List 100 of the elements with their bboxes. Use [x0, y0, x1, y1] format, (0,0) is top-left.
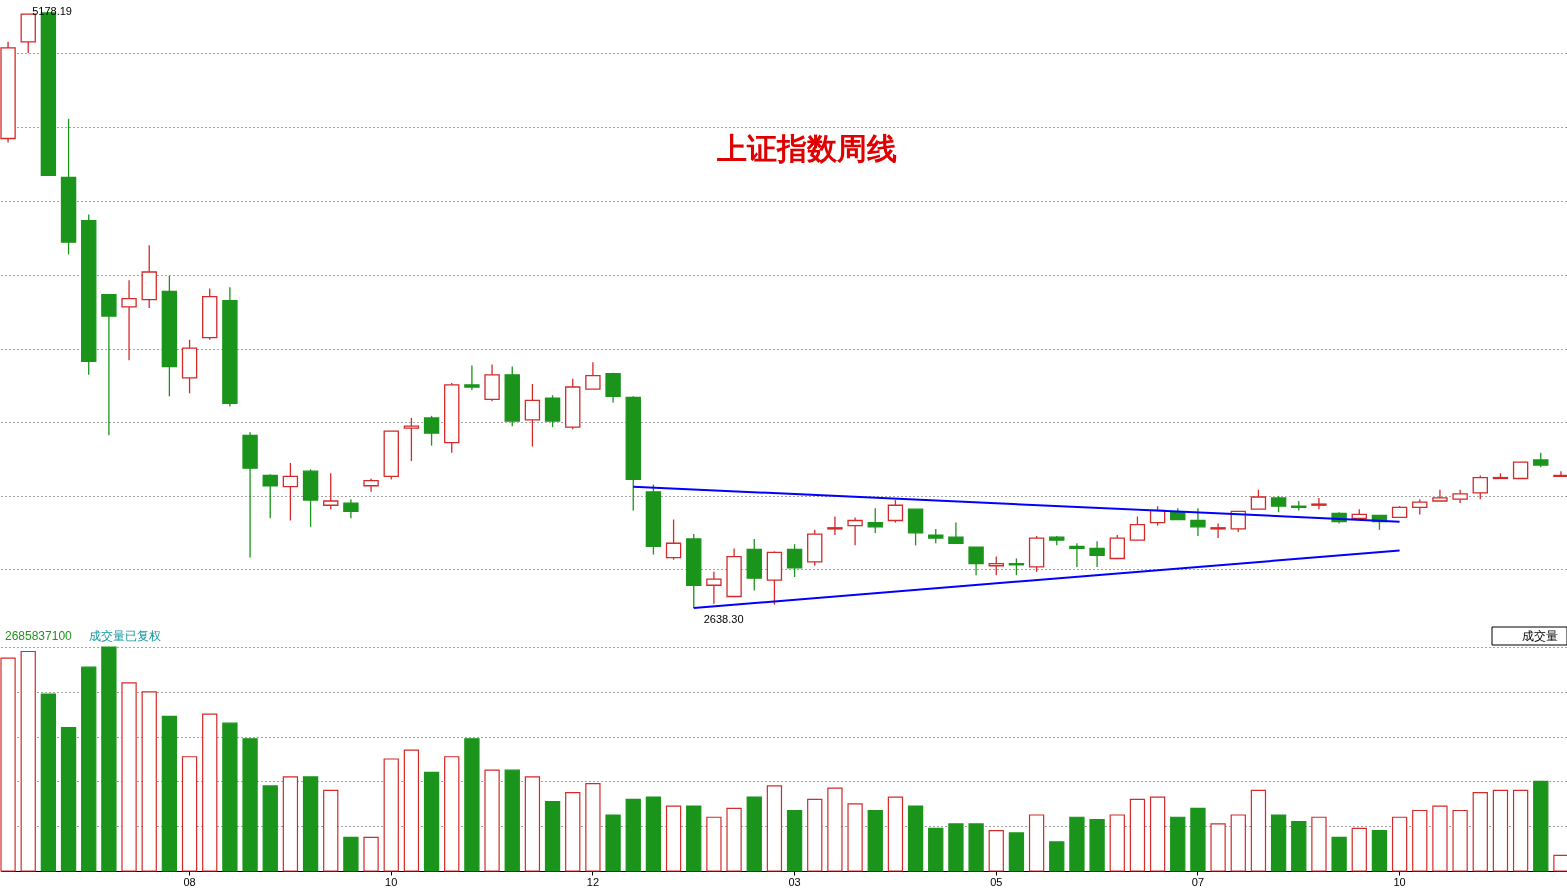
x-tick-label: 08: [183, 875, 196, 888]
bar: [786, 809, 803, 872]
x-tick-label: 05: [990, 875, 1003, 888]
bar: [262, 785, 278, 872]
text: 成交量已复权: [89, 629, 161, 643]
bar: [928, 827, 944, 872]
x-tick-label: 07: [1191, 875, 1205, 888]
candlestick: [1250, 489, 1267, 510]
candlestick: [605, 372, 621, 404]
bar: [323, 789, 339, 872]
bar: [1452, 809, 1468, 872]
bar: [302, 776, 319, 872]
bar: [444, 756, 460, 872]
bar: [282, 776, 299, 872]
bar: [605, 814, 621, 872]
bar: [222, 722, 238, 872]
candlestick: [464, 364, 480, 391]
candlestick: [1311, 497, 1327, 510]
bar: [1412, 809, 1428, 872]
bar: [524, 776, 541, 872]
text: 成交量: [1522, 629, 1558, 643]
bar: [1391, 816, 1408, 872]
bar: [907, 805, 924, 872]
bar: [1008, 832, 1025, 872]
x-tick-label: 12: [586, 875, 600, 888]
candlestick: [1109, 534, 1125, 560]
candlestick: [887, 499, 904, 524]
bar: [1230, 814, 1246, 872]
bar: [1069, 816, 1085, 872]
bar: [1190, 807, 1206, 872]
candlestick: [907, 508, 924, 546]
bar: [706, 816, 722, 872]
candlestick: [403, 417, 420, 462]
candlestick: [585, 361, 601, 390]
annotation: 2638.30: [703, 612, 744, 625]
text: 上证指数周线: [715, 132, 897, 165]
bar: [60, 727, 77, 872]
candlestick: [363, 477, 379, 493]
bar: [161, 715, 178, 872]
bar: [1109, 814, 1125, 872]
bar: [1250, 789, 1267, 872]
annotation: 5178.19: [32, 5, 72, 17]
bar: [746, 796, 762, 872]
bar: [1049, 841, 1065, 872]
bar: [121, 682, 137, 872]
bar: [403, 749, 420, 872]
bar: [1331, 836, 1347, 872]
candlestick: [323, 472, 339, 510]
candlestick: [706, 571, 722, 605]
candlestick: [1472, 474, 1488, 500]
bar: [1492, 789, 1509, 872]
bar: [181, 756, 198, 872]
bar: [464, 738, 480, 872]
bar: [383, 758, 399, 872]
candlestick: [544, 394, 561, 428]
bar: [1170, 816, 1186, 872]
bar: [847, 803, 863, 872]
bar: [686, 805, 702, 872]
bar: [988, 830, 1004, 872]
bar: [1311, 816, 1327, 872]
bar: [585, 783, 601, 872]
bar: [101, 646, 117, 872]
candlestick: [343, 498, 359, 520]
bar: [1432, 805, 1448, 872]
candlestick: [665, 518, 682, 561]
x-tick-label: 10: [1393, 875, 1406, 888]
candlestick: [968, 546, 984, 576]
candlestick: [1069, 542, 1085, 568]
candlestick: [847, 516, 863, 546]
candlestick: [1190, 507, 1206, 537]
candlestick: [1210, 522, 1226, 539]
candlestick: [867, 507, 883, 534]
bar: [363, 836, 379, 872]
candlestick: [121, 279, 137, 361]
bar: [1149, 796, 1166, 872]
bar: [1291, 821, 1307, 872]
candlestick: [524, 383, 541, 448]
candlestick: [1089, 540, 1105, 568]
bar: [141, 691, 157, 872]
bar: [867, 809, 883, 872]
bar: [202, 713, 218, 872]
bar: [948, 823, 964, 872]
bar: [1371, 830, 1388, 872]
bar: [423, 771, 440, 872]
bar: [1270, 814, 1287, 872]
bar: [343, 836, 359, 872]
bar: [726, 807, 742, 872]
bar: [807, 798, 823, 872]
candlestick: [786, 543, 803, 578]
bar: [1028, 814, 1045, 872]
candlestick: [1129, 515, 1146, 541]
bar: [1533, 780, 1549, 872]
bar: [1472, 792, 1488, 872]
candlestick: [282, 462, 299, 522]
bar: [887, 796, 904, 872]
bar: [968, 823, 984, 872]
bar: [1351, 827, 1367, 872]
candlestick: [827, 515, 843, 536]
candlestick: [101, 293, 117, 436]
bar: [544, 800, 561, 872]
